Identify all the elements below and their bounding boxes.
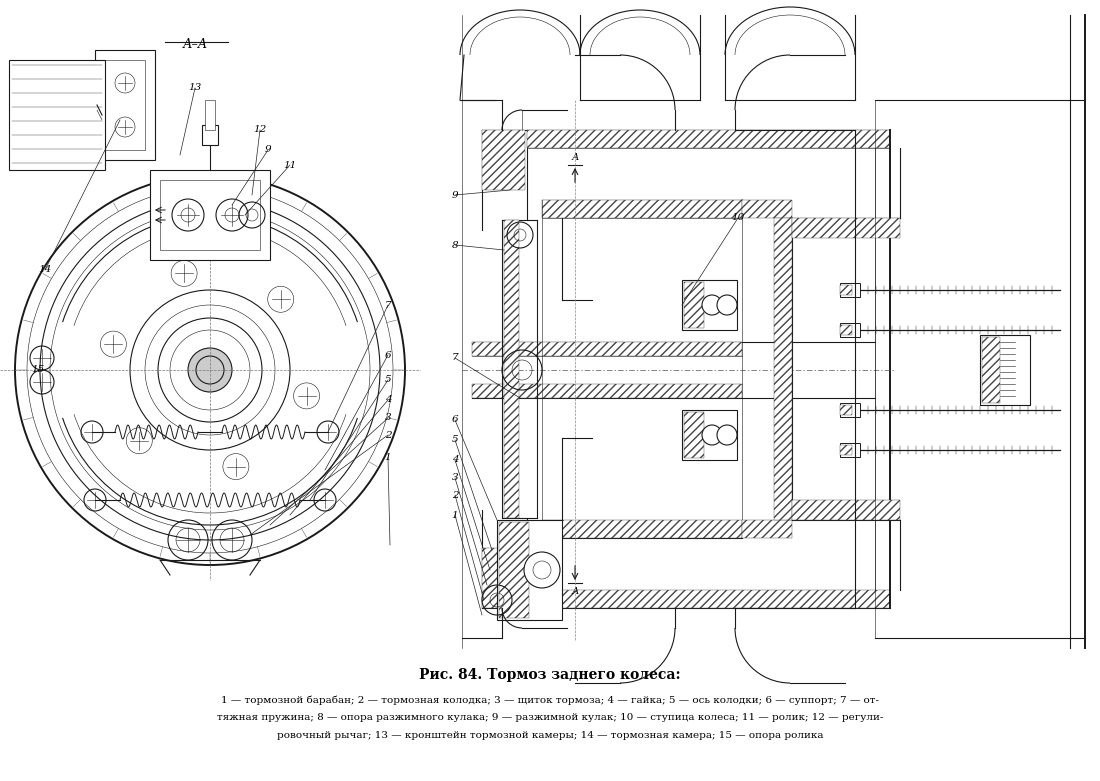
- Text: 9: 9: [265, 145, 272, 155]
- Bar: [104, 60, 145, 150]
- Bar: [205, 100, 214, 130]
- Text: тяжная пружина; 8 — опора разжимного кулака; 9 — разжимной кулак; 10 — ступица к: тяжная пружина; 8 — опора разжимного кул…: [217, 714, 883, 722]
- Bar: [840, 325, 852, 335]
- Text: 5: 5: [452, 436, 459, 444]
- Bar: [742, 520, 792, 538]
- Text: 5: 5: [385, 376, 392, 384]
- Bar: [9, 60, 104, 170]
- Text: 6: 6: [452, 415, 459, 425]
- Bar: [774, 218, 792, 520]
- Text: 6: 6: [385, 351, 392, 359]
- Bar: [95, 50, 155, 160]
- Text: А: А: [571, 152, 579, 162]
- Text: 8: 8: [452, 241, 459, 249]
- Text: 4: 4: [452, 455, 459, 465]
- Text: 2: 2: [452, 490, 459, 500]
- Text: Рис. 84. Тормоз заднего колеса:: Рис. 84. Тормоз заднего колеса:: [419, 668, 681, 682]
- Bar: [482, 130, 525, 190]
- Bar: [840, 445, 852, 455]
- Bar: [472, 342, 742, 356]
- Text: А: А: [571, 587, 579, 595]
- Text: 4: 4: [385, 395, 392, 405]
- Bar: [527, 590, 890, 608]
- Bar: [840, 403, 860, 417]
- Bar: [482, 548, 525, 608]
- Bar: [792, 218, 900, 238]
- Bar: [542, 200, 742, 218]
- Bar: [840, 283, 860, 297]
- Text: 1 — тормозной барабан; 2 — тормозная колодка; 3 — щиток тормоза; 4 — гайка; 5 — : 1 — тормозной барабан; 2 — тормозная кол…: [221, 695, 879, 704]
- Circle shape: [188, 348, 232, 392]
- Circle shape: [702, 425, 722, 445]
- Text: 9: 9: [452, 191, 459, 199]
- Circle shape: [702, 295, 722, 315]
- Text: А–А: А–А: [183, 38, 208, 51]
- Text: 12: 12: [253, 126, 266, 134]
- Bar: [684, 282, 704, 328]
- Bar: [527, 130, 890, 148]
- Text: 1: 1: [452, 511, 459, 519]
- Circle shape: [717, 295, 737, 315]
- Circle shape: [524, 552, 560, 588]
- Text: 13: 13: [188, 84, 201, 92]
- Text: 15: 15: [32, 366, 45, 375]
- Text: 7: 7: [385, 301, 392, 309]
- Bar: [150, 170, 270, 260]
- Text: 14: 14: [39, 266, 52, 274]
- Bar: [742, 200, 792, 218]
- Text: 1: 1: [385, 454, 392, 462]
- Bar: [542, 520, 742, 538]
- Bar: [840, 323, 860, 337]
- Bar: [682, 410, 737, 460]
- Bar: [202, 125, 218, 145]
- Bar: [497, 520, 562, 620]
- Bar: [472, 384, 742, 398]
- Bar: [499, 522, 529, 618]
- Bar: [982, 337, 1000, 403]
- Bar: [840, 443, 860, 457]
- Bar: [792, 500, 900, 520]
- Text: 10: 10: [732, 213, 745, 223]
- Text: ровочный рычаг; 13 — кронштейн тормозной камеры; 14 — тормозная камера; 15 — опо: ровочный рычаг; 13 — кронштейн тормозной…: [277, 732, 823, 740]
- Text: 7: 7: [452, 354, 459, 362]
- Bar: [840, 405, 852, 415]
- Text: 3: 3: [385, 413, 392, 423]
- Bar: [980, 335, 1030, 405]
- Text: 11: 11: [284, 161, 297, 169]
- Bar: [840, 285, 852, 295]
- Text: 3: 3: [452, 473, 459, 483]
- Bar: [684, 412, 704, 458]
- Bar: [504, 220, 519, 518]
- Circle shape: [717, 425, 737, 445]
- Bar: [160, 180, 260, 250]
- Bar: [682, 280, 737, 330]
- Text: 2: 2: [385, 430, 392, 440]
